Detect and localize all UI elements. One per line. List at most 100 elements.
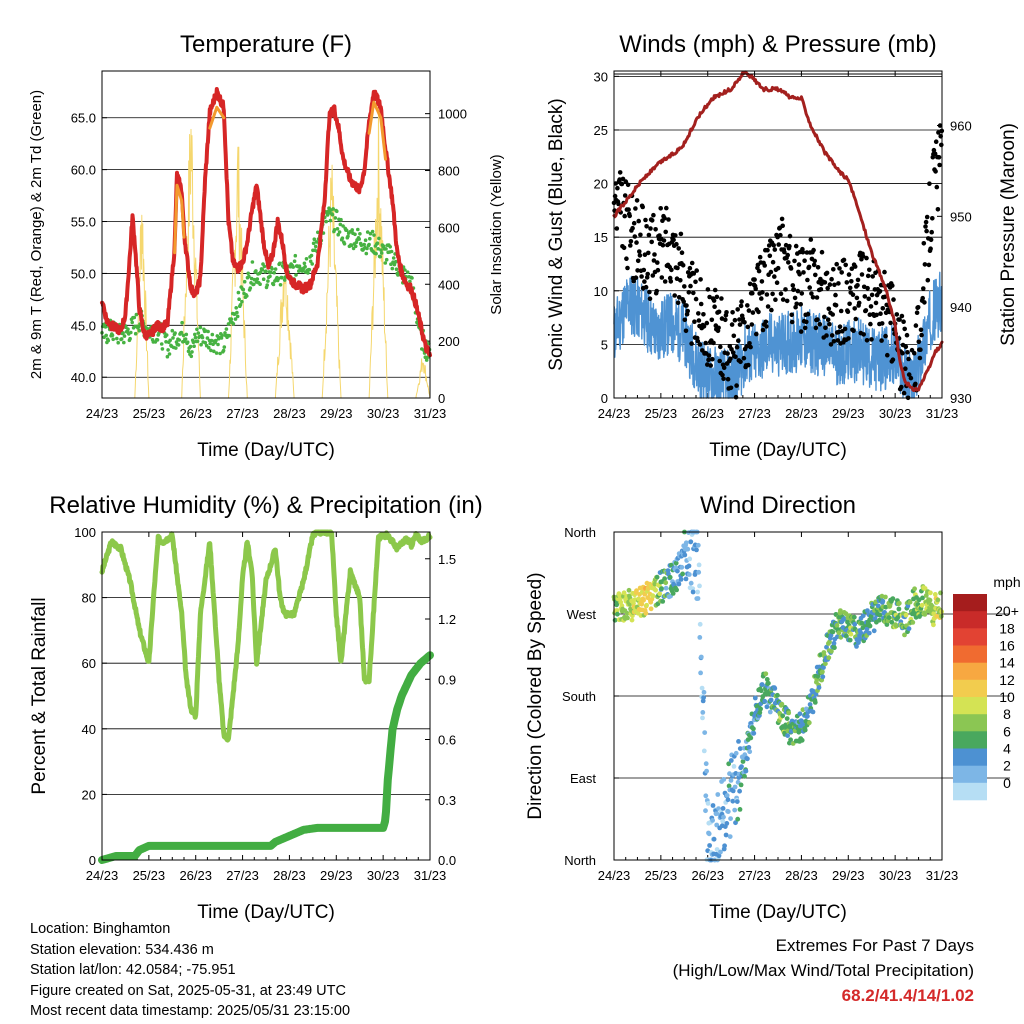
point-gust <box>712 287 718 293</box>
legend-label: 14 <box>999 655 1015 671</box>
point-gust <box>691 290 696 296</box>
point-wind-direction <box>831 640 837 646</box>
point-gust <box>701 324 707 329</box>
y2-tick-label-winds: 930 <box>950 391 972 406</box>
point-wind-direction <box>883 594 888 600</box>
point-gust <box>770 291 775 297</box>
y-tick-label-temperature: 50.0 <box>71 266 96 281</box>
point-wind-direction <box>834 623 840 628</box>
point-wind-direction <box>805 713 810 719</box>
point-dewpoint <box>382 244 386 249</box>
point-gust <box>853 316 859 322</box>
point-gust <box>888 320 893 326</box>
point-wind-direction <box>723 832 729 838</box>
point-gust <box>788 266 794 271</box>
point-wind-direction <box>866 630 872 636</box>
point-gust <box>835 338 841 343</box>
point-wind-direction <box>624 610 630 616</box>
point-wind-direction <box>785 733 790 738</box>
legend-label: 16 <box>999 638 1015 654</box>
point-gust <box>912 350 917 356</box>
point-dewpoint <box>392 262 397 267</box>
x-tick-label-temperature: 28/23 <box>273 406 306 421</box>
point-gust <box>719 296 724 301</box>
point-dewpoint <box>209 348 213 353</box>
point-gust <box>787 243 792 249</box>
point-gust <box>928 246 933 251</box>
point-gust <box>678 231 684 237</box>
point-gust <box>674 241 679 247</box>
point-wind-direction <box>694 547 699 553</box>
point-gust <box>904 332 910 338</box>
point-gust <box>891 297 896 302</box>
y2-axis-label-temperature: Solar Insolation (Yellow) <box>488 154 505 314</box>
point-gust <box>834 261 839 267</box>
point-gust <box>753 286 758 292</box>
point-gust <box>676 295 682 300</box>
point-dewpoint <box>190 350 194 354</box>
point-gust <box>812 258 817 264</box>
point-gust <box>829 333 835 338</box>
point-wind-direction <box>695 589 700 595</box>
point-dewpoint <box>368 236 372 241</box>
point-gust <box>633 206 638 211</box>
point-wind-direction <box>739 764 744 769</box>
point-wind-direction <box>675 568 680 574</box>
x-tick-label-winds: 27/23 <box>738 406 771 421</box>
point-wind-direction <box>931 622 936 628</box>
point-gust <box>827 321 832 327</box>
point-gust <box>646 250 651 256</box>
point-wind-direction <box>634 588 639 594</box>
point-dewpoint <box>183 337 188 341</box>
point-wind-direction <box>724 793 730 798</box>
point-gust <box>921 241 927 246</box>
plot-border-winds <box>613 70 943 399</box>
point-wind-direction <box>688 539 694 545</box>
point-dewpoint <box>198 325 203 330</box>
point-wind-direction <box>704 768 709 774</box>
point-gust <box>736 338 741 344</box>
point-dewpoint <box>341 224 345 228</box>
point-dewpoint <box>308 259 313 264</box>
point-wind-direction <box>703 808 708 814</box>
point-dewpoint <box>246 271 250 276</box>
point-dewpoint <box>292 259 297 264</box>
point-wind-direction <box>650 593 656 599</box>
point-gust <box>846 336 851 341</box>
point-gust <box>682 317 688 323</box>
point-gust <box>756 268 762 274</box>
point-gust <box>890 357 896 363</box>
y-tick-label-winds: 0 <box>601 391 608 406</box>
point-wind-direction <box>738 782 744 788</box>
point-wind-direction <box>886 615 892 620</box>
legend-color-box <box>953 765 987 784</box>
point-wind-direction <box>920 595 925 601</box>
point-gust <box>763 319 769 325</box>
point-dewpoint <box>235 310 239 315</box>
point-wind-direction <box>766 680 771 686</box>
point-wind-direction <box>824 644 829 650</box>
point-wind-direction <box>730 788 736 794</box>
point-gust <box>817 322 823 327</box>
point-dewpoint <box>331 207 336 211</box>
point-gust <box>903 344 909 350</box>
point-wind-direction <box>686 572 692 577</box>
y-tick-label-temperature: 55.0 <box>71 215 96 230</box>
point-wind-direction <box>728 816 733 821</box>
point-gust <box>652 252 657 257</box>
x-tick-label-winds: 26/23 <box>691 406 724 421</box>
point-wind-direction <box>735 816 741 822</box>
point-gust <box>695 338 701 344</box>
point-gust <box>708 363 713 368</box>
point-wind-direction <box>742 773 747 779</box>
point-dewpoint <box>220 333 224 338</box>
point-gust <box>930 216 935 221</box>
point-wind-direction <box>663 585 669 591</box>
point-wind-direction <box>922 586 928 591</box>
point-dewpoint <box>376 247 381 251</box>
point-gust <box>725 376 731 382</box>
point-gust <box>849 266 855 272</box>
point-gust <box>685 308 690 314</box>
point-dewpoint <box>270 267 274 271</box>
point-dewpoint <box>391 256 396 260</box>
